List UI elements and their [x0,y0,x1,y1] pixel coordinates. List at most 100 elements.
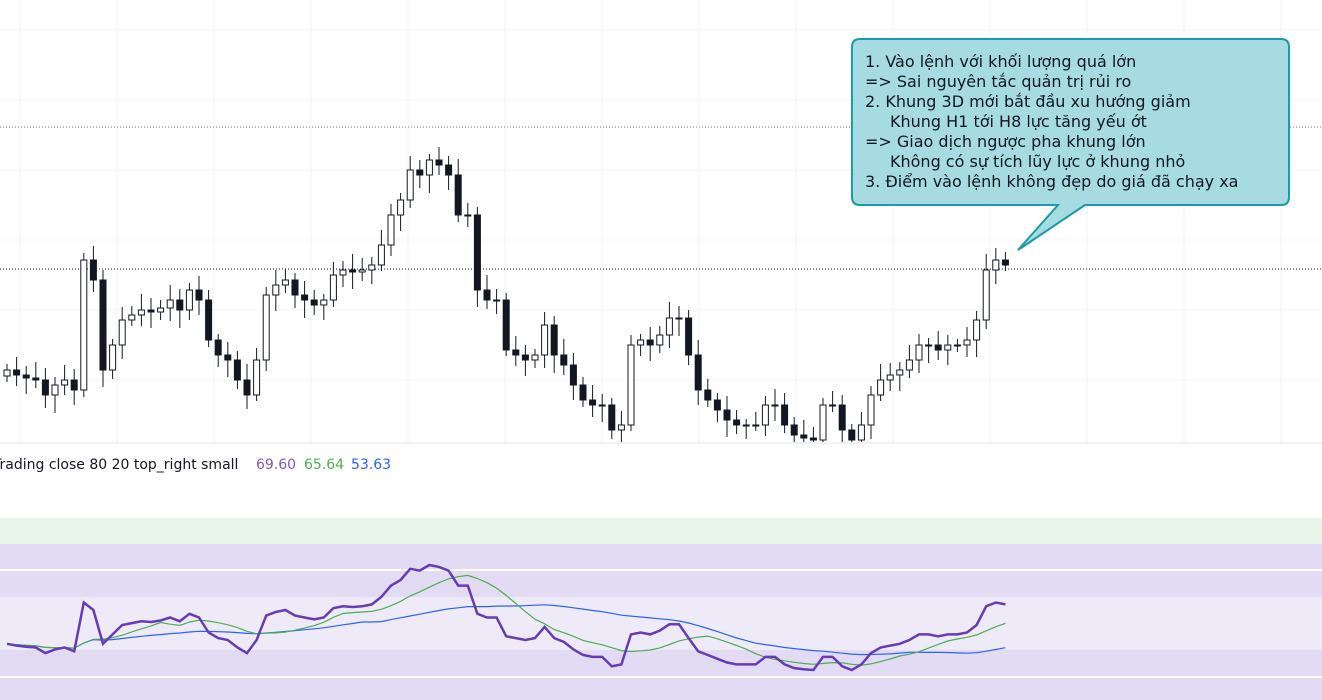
candle-body [550,324,558,356]
candle-body [982,269,990,321]
candle-body [185,289,193,311]
candle-body [934,344,942,351]
candle-body [963,339,971,346]
candle-body [1001,259,1009,266]
candle-body [147,309,155,313]
candle-body [99,279,107,371]
candle-body [464,214,472,217]
candle-body [877,379,885,396]
candle-body [742,424,750,427]
candle-body [41,379,49,396]
candle-body [272,284,280,296]
candles [3,147,1009,442]
candle-body [848,429,856,441]
candle-body [329,274,337,301]
candle-body [406,169,414,201]
candle-body [502,299,510,351]
candle-body [70,379,78,391]
candle-body [637,339,645,346]
candle-body [598,404,606,407]
candle-body [166,299,174,309]
candle-body [809,437,817,441]
oscillator-line [6,604,1006,656]
candle-body [790,424,798,436]
candle-body [281,279,289,286]
callout-line: => Sai nguyên tắc quản trị rủi ro [865,72,1131,91]
candle-body [377,244,385,266]
candle-body [608,404,616,431]
candle-body [89,259,97,281]
indicator-label: Trading close 80 20 top_right small [0,457,238,473]
callout-line: => Giao dịch ngược pha khung lớn [865,132,1146,151]
candle-body [339,269,347,276]
candle-body [896,369,904,376]
candle-body [569,364,577,386]
candle-body [358,269,366,273]
callout-line: 1. Vào lệnh với khối lượng quá lớn [865,52,1136,71]
candle-body [665,317,673,336]
callout-line: 2. Khung 3D mới bắt đầu xu hướng giảm [865,92,1191,111]
candle-body [733,419,741,426]
candle-body [3,369,11,377]
candle-body [925,344,933,347]
candle-body [915,344,923,361]
candle-body [445,164,453,176]
candle-body [531,354,539,361]
candle-body [473,214,481,291]
callout-line: Khung H1 tới H8 lực tăng yếu ớt [890,112,1147,131]
candle-body [560,354,568,366]
candle-body [627,344,635,426]
indicator-value: 69.60 [256,457,296,473]
candle-body [368,264,376,271]
candle-body [291,279,299,296]
candle-body [953,344,961,347]
candle-body [109,344,117,371]
candle-body [493,299,501,302]
candle-body [905,359,913,371]
candle-body [425,159,433,176]
candle-body [80,259,88,391]
candle-body [13,369,21,376]
candle-body [800,434,808,439]
candle-body [118,319,126,346]
candle-body [483,289,491,301]
candle-body [704,389,712,401]
candle-body [157,307,165,313]
candle-body [829,404,837,407]
zone-band [0,597,1322,650]
candle-body [521,354,529,361]
candle-body [22,374,30,379]
candle-body [973,319,981,341]
candle-body [771,404,779,407]
candle-body [61,379,69,386]
candle-body [713,399,721,411]
oscillator-line [6,563,1006,672]
callout [851,38,1290,251]
candle-body [579,384,587,401]
candle-body [51,384,59,396]
candle-body [992,259,1000,271]
candle-body [301,294,309,301]
candle-body [838,404,846,431]
candle-body [128,314,136,321]
candle-body [214,339,222,356]
candle-body [656,334,664,346]
candle-body [310,299,318,306]
candle-body [176,299,184,311]
candle-body [387,214,395,246]
candle-body [397,199,405,216]
candle-body [617,424,625,431]
callout-line: 3. Điểm vào lệnh không đẹp do giá đã chạ… [865,172,1238,191]
candle-body [685,317,693,356]
candle-body [944,344,952,351]
candle-body [416,169,424,176]
candle-body [195,289,203,301]
candle-body [694,354,702,391]
indicator-value: 65.64 [304,457,344,473]
candle-body [857,424,865,441]
candle-body [233,359,241,381]
candle-body [262,294,270,361]
candle-body [675,317,683,320]
candle-body [752,424,760,427]
candle-body [646,339,654,346]
